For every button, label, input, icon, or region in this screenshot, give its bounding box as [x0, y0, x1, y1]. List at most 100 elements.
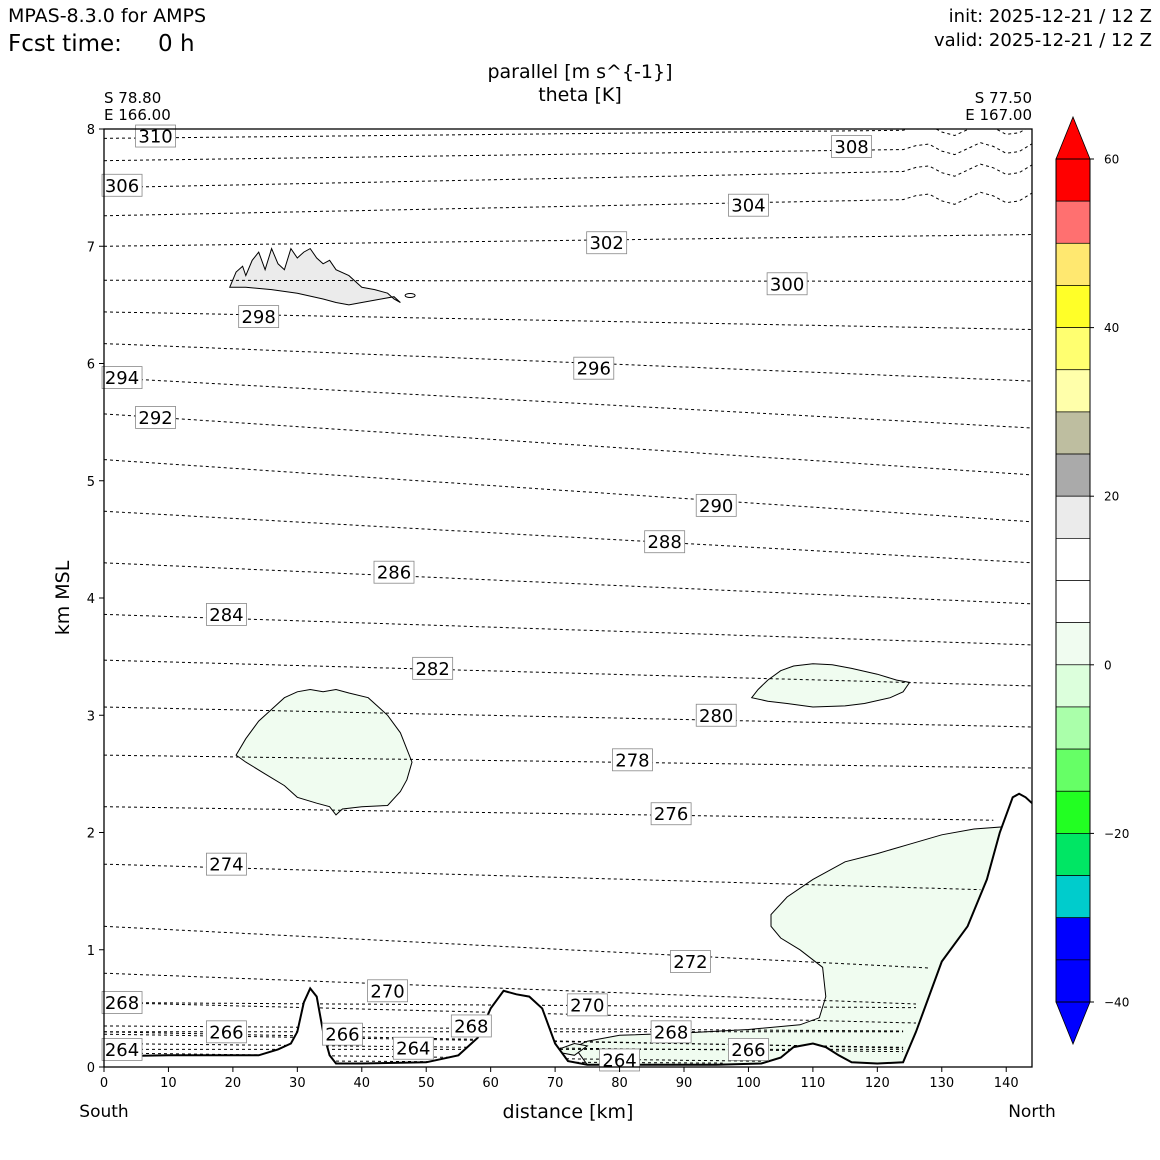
colorbar-bin	[1055, 327, 1091, 371]
theta-label-box	[695, 493, 737, 517]
theta-label-298: 298	[241, 307, 275, 328]
isentrope-266-5	[104, 1033, 904, 1048]
terrain	[104, 792, 1032, 1067]
theta-label-306: 306	[105, 176, 139, 197]
theta-label-268: 268	[105, 993, 139, 1014]
isentrope-264-0	[104, 1052, 762, 1062]
isentrope-294-25	[104, 377, 1032, 429]
colorbar-bin	[1055, 622, 1091, 666]
theta-label-box	[101, 1038, 143, 1061]
y-tick-label: 7	[87, 240, 95, 255]
isentrope-306-31	[104, 163, 1032, 189]
colorbar-bin	[1055, 285, 1091, 328]
x-tick-label: 70	[547, 1076, 564, 1091]
fcst-time-value: 0 h	[158, 31, 195, 57]
y-tick-label: 0	[87, 1061, 95, 1076]
isentrope-300-28	[104, 279, 1032, 282]
x-tick-label: 60	[482, 1076, 499, 1091]
x-tick-label: 80	[611, 1076, 628, 1091]
chart-title-wind: parallel [m s^{-1}]	[487, 61, 672, 83]
theta-label-268: 268	[654, 1022, 688, 1043]
theta-label-272: 272	[673, 952, 707, 973]
theta-label-box	[670, 950, 711, 973]
valid-time: valid: 2025-12-21 / 12 Z	[934, 30, 1152, 51]
theta-label-box	[586, 231, 628, 255]
theta-label-270: 270	[570, 995, 604, 1016]
colorbar-over-triangle	[1055, 115, 1091, 160]
colorbar-tick-label: −40	[1104, 996, 1129, 1010]
theta-label-264: 264	[105, 1040, 139, 1061]
theta-label-296: 296	[577, 359, 611, 380]
theta-label-270: 270	[370, 981, 404, 1002]
theta-label-box	[650, 1020, 692, 1044]
wind-region-mid-left-negative	[235, 688, 413, 816]
theta-label-box	[650, 802, 692, 826]
x-tick-label: 90	[676, 1076, 693, 1091]
colorbar-tick-label: 0	[1104, 658, 1112, 672]
theta-label-box	[644, 530, 686, 554]
theta-label-280: 280	[699, 706, 733, 727]
chart-title-theta: theta [K]	[538, 84, 622, 106]
theta-label-box	[135, 406, 176, 429]
isentrope-276-14	[104, 806, 994, 821]
x-axis-label: distance [km]	[503, 1101, 634, 1123]
theta-label-box	[322, 1022, 363, 1046]
wind-region-mid-right-negative	[750, 663, 911, 708]
theta-label-box	[101, 991, 143, 1014]
isentrope-284-20	[104, 613, 1032, 646]
x-tick-label: 10	[160, 1076, 177, 1091]
x-right-label: North	[1008, 1102, 1056, 1122]
isentrope-302-29	[104, 234, 1032, 247]
wind-regions	[228, 247, 1008, 1066]
theta-label-308: 308	[834, 137, 868, 158]
colorbar-frame	[1055, 158, 1091, 1003]
y-tick-label: 8	[87, 123, 95, 138]
theta-label-box	[573, 356, 615, 380]
x-tick-label: 130	[929, 1076, 954, 1091]
isentrope-292-24	[104, 413, 1032, 476]
isentrope-268-7	[104, 1002, 917, 1024]
theta-contour-labels: 264 264 264 266 266 266 268 268 268 270 270 272 274 2…	[101, 124, 872, 1071]
theta-label-box	[412, 656, 454, 680]
colorbar-bin	[1055, 200, 1091, 244]
wind-region-wisp	[404, 292, 416, 298]
theta-label-288: 288	[647, 532, 681, 553]
terrain-fill	[104, 793, 1032, 1067]
colorbar-bin	[1055, 411, 1091, 455]
theta-label-box	[206, 1020, 247, 1044]
isentrope-310-33	[104, 129, 1027, 139]
theta-label-264: 264	[396, 1039, 430, 1060]
x-tick-label: 120	[865, 1076, 890, 1091]
theta-label-box	[135, 124, 176, 148]
y-tick-label: 5	[87, 475, 95, 490]
theta-label-284: 284	[209, 605, 243, 626]
colorbar-bin	[1055, 917, 1091, 961]
isentrope-264-2	[104, 1043, 904, 1053]
x-tick-label: 30	[289, 1076, 306, 1091]
theta-label-302: 302	[589, 233, 623, 254]
theta-label-box	[367, 979, 408, 1003]
colorbar-tick-label: 20	[1104, 490, 1119, 504]
theta-label-box	[766, 272, 808, 296]
isentrope-290-23	[104, 459, 1032, 523]
colorbar-bin	[1055, 664, 1091, 708]
x-axis-ticks: 0 10 20 30 40 50 60 70 80 90 100 110 120 130 140	[100, 1067, 1019, 1091]
x-tick-label: 100	[736, 1076, 761, 1091]
theta-label-286: 286	[377, 563, 411, 584]
y-tick-label: 1	[87, 944, 95, 959]
theta-label-264: 264	[602, 1050, 636, 1071]
isentrope-274-13	[104, 863, 981, 891]
theta-contours	[104, 129, 1032, 1064]
colorbar-bin	[1055, 495, 1091, 539]
right-end-lon: E 167.00	[965, 106, 1032, 124]
theta-label-box	[728, 193, 769, 217]
theta-label-266: 266	[325, 1025, 359, 1046]
y-tick-label: 2	[87, 827, 95, 842]
theta-label-box	[101, 366, 143, 389]
plot-area	[104, 129, 1032, 1067]
colorbar-under-triangle	[1055, 1001, 1091, 1046]
isentrope-288-22	[104, 510, 1032, 564]
isentrope-298-27	[104, 311, 1032, 330]
theta-label-box	[831, 135, 872, 158]
